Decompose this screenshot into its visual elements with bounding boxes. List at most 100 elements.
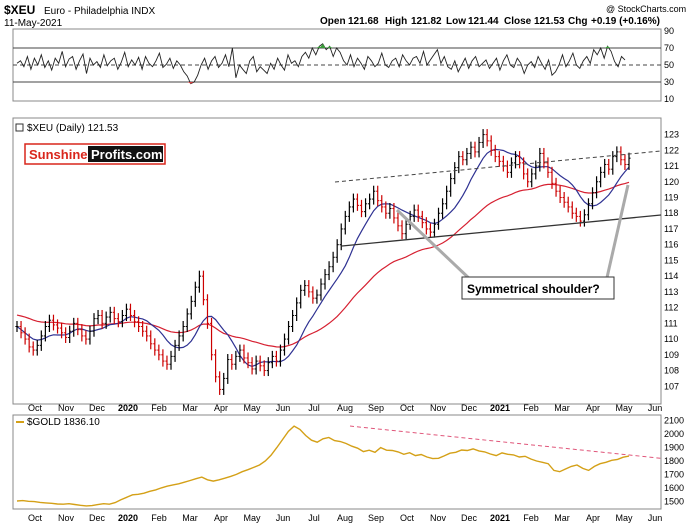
price-bar [141,320,145,337]
price-bar [193,281,197,307]
price-bar [201,270,206,306]
price-bar [469,141,473,159]
x-tick-label: Oct [400,403,415,413]
price-bar [376,185,380,207]
price-bar [465,147,469,166]
price-bar [396,212,400,232]
x-tick-label: Apr [586,403,600,413]
price-bar [481,129,485,148]
price-bar [359,199,364,218]
rsi-tick-label: 90 [664,26,674,36]
price-bar [230,354,234,370]
x-tick-label: Nov [58,513,75,523]
price-bar [234,350,238,370]
price-bar [501,155,505,172]
x-tick-label: Oct [400,513,415,523]
price-bar [562,192,566,208]
gold-tick-label: 2000 [664,429,684,439]
moving-average-short [16,148,630,368]
rsi-overbought-fill [604,46,611,48]
chg-value: +0.19 (+0.16%) [591,16,660,27]
instrument-name: Euro - Philadelphia INDX [44,6,155,17]
price-tick-label: 107 [664,381,679,391]
price-bar [270,350,274,369]
price-bar [80,324,84,342]
price-bar [92,313,96,337]
gold-dashed-trend-line [349,425,662,459]
price-bar [153,338,157,356]
price-bar [428,223,433,238]
x-tick-label: Mar [554,513,570,523]
price-bar [522,157,526,180]
high-value: 121.82 [411,16,442,27]
x-tick-label: Dec [461,513,478,523]
x-tick-label: Aug [337,403,353,413]
price-bar [222,372,226,395]
logo-text-red: Sunshine [29,147,88,162]
x-tick-label: Jun [276,403,291,413]
price-bar [347,201,351,222]
rsi-tick-label: 30 [664,77,674,87]
price-bar [404,218,408,240]
price-bar [400,220,404,240]
x-tick-label: Feb [523,403,539,413]
price-bar [72,317,76,337]
price-bar [586,198,591,221]
price-bar [526,168,530,188]
price-bar [286,320,291,345]
price-bar [578,210,582,227]
sunshine-profits-logo: Sunshine Profits.com [24,143,166,165]
x-tick-label: 2020 [118,403,138,413]
x-tick-label: May [243,403,261,413]
price-bar [412,204,416,222]
price-bar [181,320,185,342]
price-bar [594,176,599,199]
price-bar [218,371,222,395]
annotation: Symmetrical shoulder? [395,184,630,300]
rsi-overbought-fill [319,43,326,48]
x-axis-labels: Oct Oct Nov Nov Dec Dec 2020 2020 Feb Feb Mar Mar Ap… [28,403,662,523]
price-bar [457,151,461,174]
price-bar [189,295,193,320]
price-bar [262,360,266,377]
rsi-panel: 90 70 50 30 10 [13,26,674,104]
price-tick-label: 114 [664,271,678,281]
price-bar [238,344,242,362]
price-bar [165,355,169,370]
price-bar [311,286,315,304]
price-bar [64,327,68,344]
price-bar [363,198,368,218]
date: 11-May-2021 [4,18,63,29]
x-tick-label: Jun [648,403,663,413]
price-bar [416,204,420,222]
price-bar [128,303,133,321]
x-tick-label: Feb [523,513,539,523]
gold-tick-label: 1700 [664,469,684,479]
symbol: $XEU [4,3,35,17]
price-bar [100,309,104,329]
price-bar [116,313,120,328]
price-bar [124,303,129,321]
x-tick-label: Sep [368,403,384,413]
gold-line [16,425,630,507]
price-bar [570,201,574,219]
price-tick-label: 108 [664,366,679,376]
x-tick-label: Oct [28,403,43,413]
price-bar [295,297,299,321]
gold-tick-label: 1500 [664,496,684,506]
price-bar [108,306,112,323]
low-value: 121.44 [468,16,499,27]
price-bar [453,162,457,185]
price-bar [505,160,510,178]
x-tick-label: Jul [308,513,320,523]
x-tick-label: Apr [586,513,600,523]
close-value: 121.53 [534,16,565,27]
price-bar [104,311,108,329]
price-bar [157,344,161,361]
price-bar [550,166,554,189]
price-bar [59,322,64,339]
low-label: Low [446,16,466,27]
price-panel-frame [12,117,662,405]
price-bar [246,352,250,369]
price-bar [27,333,31,353]
